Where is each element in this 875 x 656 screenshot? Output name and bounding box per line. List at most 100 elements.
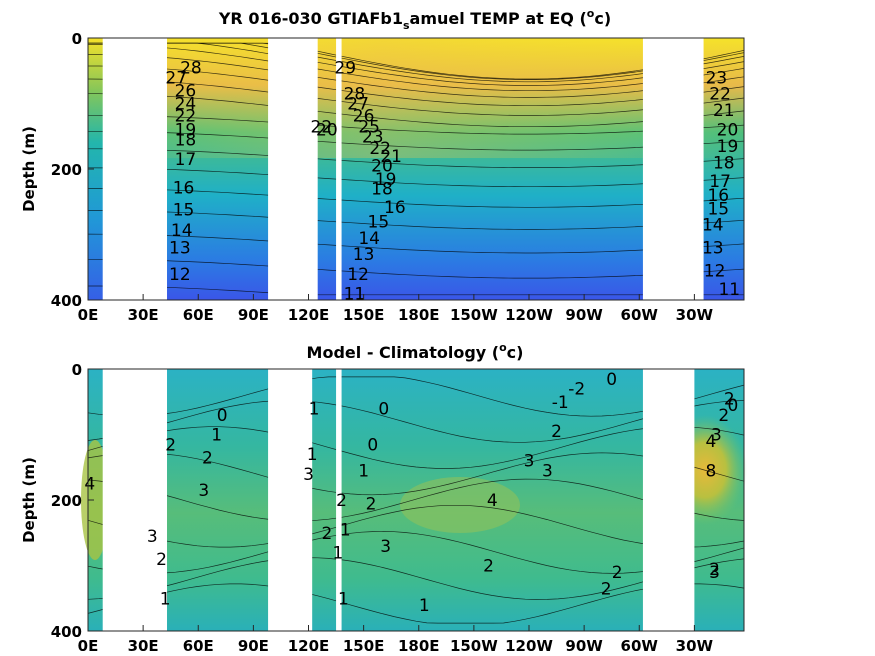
x-tick-label: 90W xyxy=(565,637,603,655)
contour-line xyxy=(87,478,745,522)
contour-line xyxy=(87,54,745,98)
y-tick-label: 400 xyxy=(51,623,82,641)
y-tick-label: 0 xyxy=(72,30,82,48)
contour-label: 14 xyxy=(171,221,193,241)
contour-label: 23 xyxy=(706,68,728,88)
land-gap xyxy=(268,38,318,300)
panel1-y-ticks: 0 200 400 xyxy=(51,30,94,310)
panel1-title: YR 016-030 GTIAFb1samuel TEMP at EQ (oc) xyxy=(218,7,611,32)
y-tick-label: 400 xyxy=(51,292,82,310)
contour-label: 0 xyxy=(217,406,228,426)
contour-label: 3 xyxy=(711,426,722,446)
x-tick-label: 120W xyxy=(505,306,553,324)
contour-line xyxy=(88,258,745,279)
contour-label: 2 xyxy=(483,557,494,577)
contour-label: 2 xyxy=(551,422,562,442)
land-gap xyxy=(268,369,313,631)
contour-label: 3 xyxy=(542,462,553,482)
contour-line xyxy=(87,233,745,254)
contour-label: 2 xyxy=(724,389,735,409)
x-tick-label: 0E xyxy=(78,306,99,324)
contour-label: 0 xyxy=(606,370,617,390)
contour-label: 18 xyxy=(713,153,735,173)
x-tick-label: 60E xyxy=(183,306,214,324)
contour-label: 22 xyxy=(311,117,333,137)
contour-label: 20 xyxy=(717,121,739,141)
x-tick-label: 150E xyxy=(343,637,385,655)
contour-label: 29 xyxy=(334,58,356,78)
land-gap xyxy=(336,38,342,300)
x-tick-label: 180E xyxy=(398,306,440,324)
contour-label: 4 xyxy=(706,432,717,452)
contour-label: 16 xyxy=(707,186,729,206)
contour-label: 27 xyxy=(347,95,369,115)
x-tick-label: 150W xyxy=(450,637,498,655)
panel2-land-gaps xyxy=(102,369,695,631)
contour-label: 15 xyxy=(368,212,390,232)
contour-line xyxy=(87,167,745,188)
contour-line xyxy=(88,210,745,230)
contour-label: 18 xyxy=(175,131,197,151)
contour-line xyxy=(87,78,745,116)
x-tick-label: 120E xyxy=(288,637,330,655)
panel1-contour-lines xyxy=(87,42,745,296)
contour-label: 2 xyxy=(336,491,347,511)
y-tick-label: 0 xyxy=(72,361,82,379)
contour-line xyxy=(87,426,745,469)
contour-line xyxy=(88,130,745,151)
contour-label: 19 xyxy=(175,121,197,141)
contour-line xyxy=(87,531,745,574)
contour-label: 1 xyxy=(358,462,369,482)
contour-label: 2 xyxy=(156,550,167,570)
contour-label: 23 xyxy=(362,127,384,147)
contour-label: 11 xyxy=(344,284,366,304)
panel1-x-ticks: 0E 30E 60E 90E 120E 150E 180E 150W 120W 90W 60W 30W xyxy=(78,294,714,324)
y-tick-label: 200 xyxy=(51,161,82,179)
contour-line xyxy=(88,93,745,128)
x-tick-label: 180E xyxy=(398,637,440,655)
contour-label: 24 xyxy=(175,95,197,115)
contour-label: 2 xyxy=(366,494,377,514)
contour-label: 2 xyxy=(321,524,332,544)
contour-label: 16 xyxy=(384,198,406,218)
contour-label: 1 xyxy=(332,543,343,563)
x-tick-label: 90W xyxy=(565,306,603,324)
contour-label: 0 xyxy=(367,435,378,455)
contour-label: 28 xyxy=(180,58,202,78)
panel1-land-gaps xyxy=(102,38,704,300)
panel2-contour-lines xyxy=(87,376,745,624)
panel1-contour-labels: 2928282726272625232221201918161514131211… xyxy=(165,58,740,304)
contour-label: 2 xyxy=(601,579,612,599)
panel2-title: Model - Climatology (oc) xyxy=(307,341,524,362)
panel2-y-axis-label: Depth (m) xyxy=(20,457,38,543)
contour-label: 3 xyxy=(524,452,535,472)
contour-label: 15 xyxy=(173,201,195,221)
contour-label: 21 xyxy=(713,101,735,121)
contour-label: 27 xyxy=(165,68,187,88)
panel2-y-ticks: 0 200 400 xyxy=(51,361,94,641)
contour-label: 19 xyxy=(375,170,397,190)
x-tick-label: 90E xyxy=(238,306,269,324)
panel1-y-axis-label: Depth (m) xyxy=(20,126,38,212)
contour-label: 1 xyxy=(211,426,222,446)
x-tick-label: 120E xyxy=(288,306,330,324)
contour-label: 1 xyxy=(309,399,320,419)
contour-label: 2 xyxy=(165,435,176,455)
contour-label: 15 xyxy=(707,199,729,219)
x-tick-label: 120W xyxy=(505,637,553,655)
contour-label: 28 xyxy=(344,85,366,105)
contour-line xyxy=(88,65,745,107)
contour-label: 0 xyxy=(728,396,739,416)
contour-label: -2 xyxy=(568,380,585,400)
contour-label: 22 xyxy=(175,106,197,126)
contour-label: 14 xyxy=(702,216,724,236)
contour-label: 1 xyxy=(160,589,171,609)
land-gap xyxy=(642,38,704,300)
contour-line xyxy=(88,285,744,296)
contour-label: 20 xyxy=(316,121,338,141)
contour-line xyxy=(88,148,745,168)
contour-line xyxy=(87,557,745,600)
contour-label: 19 xyxy=(717,137,739,157)
land-gap xyxy=(102,369,168,631)
